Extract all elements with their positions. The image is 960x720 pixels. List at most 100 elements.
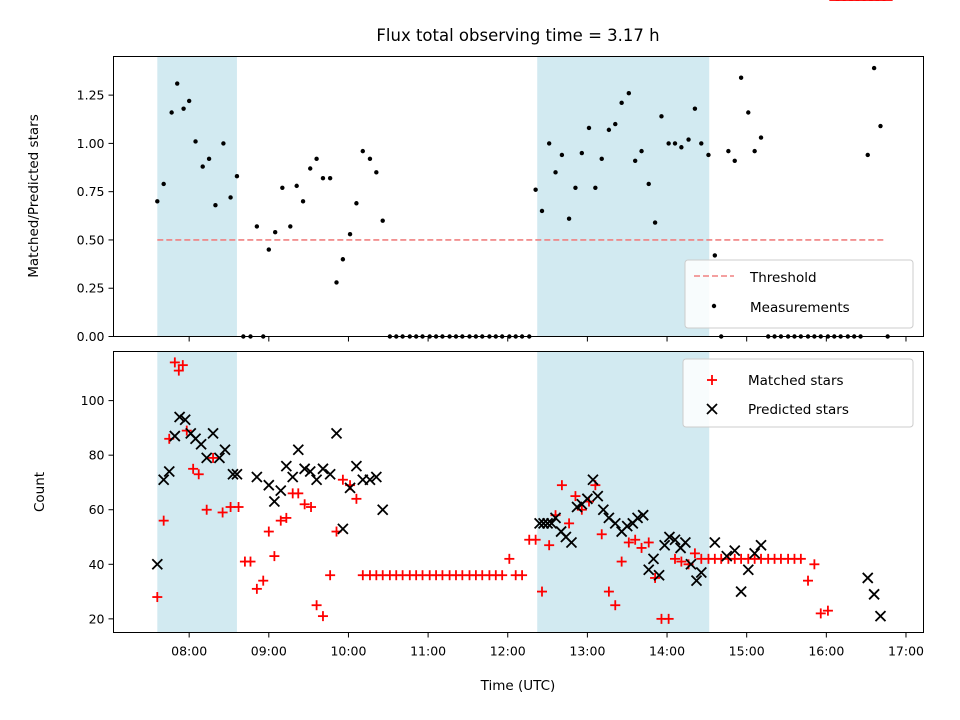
- predicted-star-point: [179, 414, 191, 426]
- measurement-point: [752, 148, 757, 154]
- matched-star-point: [152, 592, 163, 603]
- predicted-star-point: [317, 463, 329, 475]
- matched-star-point: [251, 583, 262, 594]
- measurement-point: [738, 75, 744, 80]
- measurement-point: [573, 185, 578, 191]
- bottom-y-axis-label: Count: [32, 472, 48, 512]
- top-y-tick-label: 0.25: [77, 281, 105, 296]
- predicted-star-point: [609, 517, 621, 530]
- bottom-y-tick-label: 80: [89, 448, 105, 463]
- measurement-point: [308, 166, 313, 171]
- matched-star-point: [536, 586, 547, 597]
- predicted-legend-swatch: [706, 403, 718, 415]
- matched-star-point: [616, 556, 627, 567]
- predicted-star-point: [169, 430, 181, 442]
- measurement-point: [666, 141, 671, 146]
- measurements-legend-swatch: [711, 303, 717, 309]
- measurement-point: [559, 152, 565, 158]
- matched-star-point: [299, 499, 310, 510]
- x-tick-label: 12:00: [490, 644, 526, 659]
- measurement-point: [706, 152, 711, 158]
- predicted-star-point: [621, 520, 633, 532]
- matched-star-point: [815, 608, 826, 619]
- measurement-point: [533, 187, 538, 192]
- matched-star-point: [497, 570, 508, 581]
- bottom-axes-frame: [113, 351, 924, 633]
- predicted-star-point: [377, 504, 389, 516]
- top-axes-frame: [113, 56, 924, 337]
- measurement-point: [599, 156, 604, 162]
- predicted-star-point: [581, 493, 594, 505]
- measurement-point: [206, 156, 212, 162]
- matched-star-point: [158, 515, 169, 526]
- measurement-point: [606, 127, 612, 133]
- predicted-star-point: [344, 482, 356, 494]
- predicted-star-point: [337, 523, 349, 535]
- bottom-shaded-span: [537, 351, 710, 633]
- bottom-axes: 20 40 60 80 100 08:00 09:00 10:00 11:00 12:00 13:0…: [32, 0, 924, 694]
- predicted-star-point: [251, 471, 263, 483]
- measurement-point: [347, 231, 353, 237]
- matched-star-point: [663, 613, 674, 624]
- measurement-point: [221, 141, 226, 146]
- predicted-star-point: [219, 444, 231, 456]
- matched-star-point: [570, 491, 581, 502]
- matched-star-point: [325, 570, 336, 581]
- matched-star-point: [822, 605, 833, 616]
- measurement-point: [327, 175, 333, 181]
- matched-star-point: [337, 474, 348, 485]
- measurement-point: [266, 247, 272, 252]
- x-tick-label: 14:00: [649, 644, 685, 659]
- matched-star-point: [676, 556, 687, 567]
- predicted-star-point: [304, 465, 316, 478]
- matched-star-point: [517, 570, 528, 581]
- matched-star-point: [689, 548, 700, 559]
- measurement-point: [871, 65, 877, 71]
- matched-star-point: [281, 512, 292, 523]
- x-tick-label: 15:00: [729, 644, 765, 659]
- measurement-point: [746, 110, 751, 115]
- predicted-star-point: [268, 495, 281, 508]
- predicted-star-point: [659, 539, 671, 551]
- predicted-star-point: [592, 490, 604, 502]
- predicted-star-point: [263, 479, 275, 491]
- measurement-point: [374, 170, 379, 175]
- matched-star-point: [317, 611, 328, 622]
- measurement-point: [213, 202, 218, 208]
- predicted-star-point: [299, 463, 311, 475]
- measurement-point: [367, 156, 373, 162]
- matched-star-point: [311, 600, 322, 611]
- measurement-point: [613, 121, 618, 127]
- measurement-point: [193, 139, 198, 144]
- predicted-star-point: [709, 536, 721, 549]
- matched-star-point: [258, 575, 269, 586]
- matched-star-point: [188, 463, 199, 474]
- measurement-point: [380, 218, 385, 223]
- predicted-star-point: [679, 536, 691, 549]
- predicted-star-point: [195, 438, 207, 450]
- predicted-star-point: [862, 572, 874, 584]
- x-tick-label: 09:00: [251, 644, 287, 659]
- predicted-star-point: [637, 509, 649, 521]
- predicted-star-point: [324, 468, 336, 480]
- predicted-star-point: [158, 474, 170, 486]
- measurement-point: [699, 141, 704, 146]
- measurements-legend-label: Measurements: [750, 300, 850, 316]
- measurement-point: [692, 106, 698, 111]
- top-y-tick-label: 0.75: [77, 184, 105, 199]
- top-axes: 0.00 0.25 0.50 0.75 1.00 1.25 Matched/Predict…: [26, 56, 924, 344]
- matched-star-point: [630, 534, 641, 545]
- predicted-star-point: [643, 564, 655, 576]
- measurement-point: [579, 150, 585, 156]
- predicted-star-point: [227, 468, 239, 480]
- predicted-star-point: [742, 564, 754, 576]
- predicted-star-point: [213, 452, 226, 464]
- top-y-tick-label: 0.00: [77, 329, 105, 344]
- x-tick-label: 10:00: [330, 644, 366, 659]
- matched-star-point: [603, 586, 614, 597]
- matched-star-point: [809, 559, 820, 570]
- measurement-point: [294, 183, 299, 189]
- matched-star-point: [275, 515, 286, 526]
- measurement-point: [280, 185, 285, 191]
- x-tick-label: 08:00: [171, 644, 207, 659]
